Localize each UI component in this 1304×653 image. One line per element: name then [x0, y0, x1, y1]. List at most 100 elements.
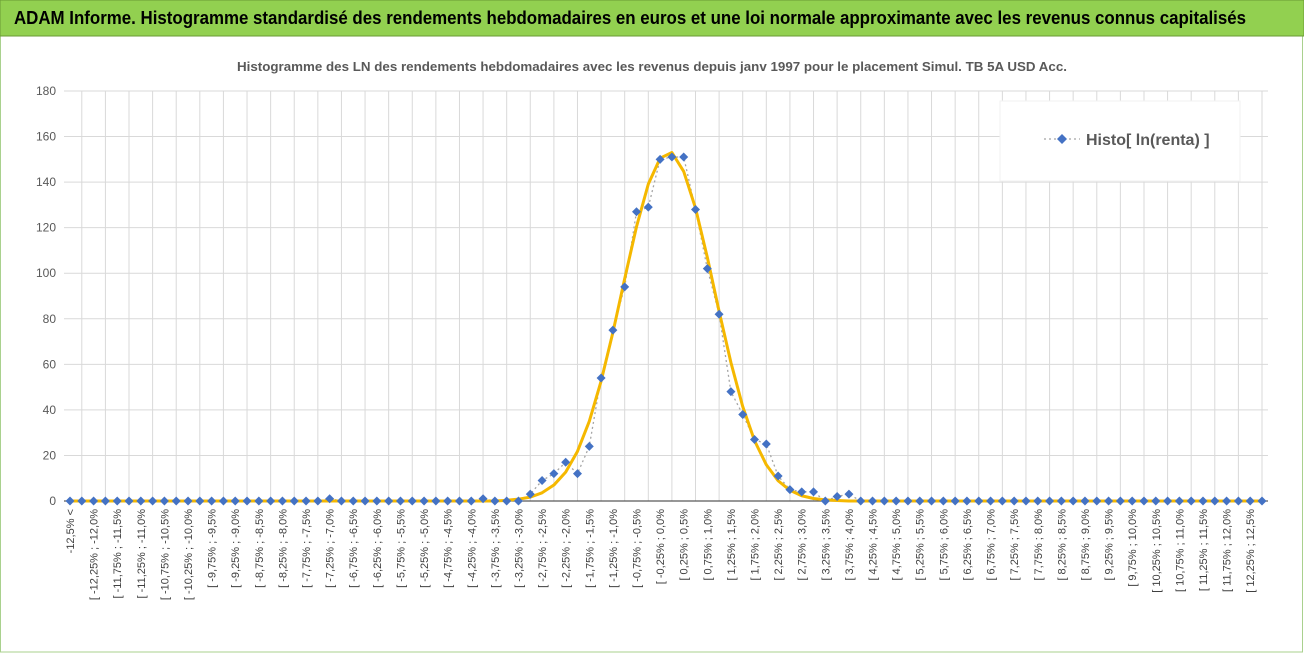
data-point — [454, 496, 464, 506]
data-point — [1009, 496, 1019, 506]
data-point — [89, 496, 99, 506]
data-point — [1045, 496, 1055, 506]
plot: Histo[ ln(renta) ] — [65, 100, 1267, 506]
data-point — [986, 496, 996, 506]
y-tick-label: 80 — [43, 312, 57, 326]
data-point — [1056, 496, 1066, 506]
x-tick-label: [ 1,25% ; 1,5% — [726, 509, 738, 581]
data-point — [1174, 496, 1184, 506]
data-point — [490, 496, 500, 506]
data-point — [525, 489, 535, 499]
x-tick-label: [ 9,75% ; 10,0% — [1127, 509, 1139, 587]
y-tick-label: 120 — [36, 221, 56, 235]
x-tick-label: [ 7,75% ; 8,0% — [1033, 509, 1045, 581]
x-tick-label: [ -4,75% ; -4,5% — [443, 509, 455, 588]
x-tick-label: [ -3,75% ; -3,5% — [490, 509, 502, 588]
x-tick-label: [ 0,25% ; 0,5% — [679, 509, 691, 581]
data-point — [502, 496, 512, 506]
data-point — [407, 496, 417, 506]
data-point — [655, 154, 665, 164]
data-point — [65, 496, 75, 506]
data-point — [207, 496, 217, 506]
x-tick-label: [ -0,25% ; 0,0% — [655, 509, 667, 584]
x-tick-label: [ 7,25% ; 7,5% — [1009, 509, 1021, 581]
data-point — [726, 387, 736, 397]
data-point — [1186, 496, 1196, 506]
x-tick-label: [ 5,25% ; 5,5% — [915, 509, 927, 581]
data-point — [643, 202, 653, 212]
x-tick-label: [ -8,75% ; -8,5% — [254, 509, 266, 588]
data-point — [124, 496, 134, 506]
data-point — [1092, 496, 1102, 506]
x-tick-label: [ -9,75% ; -9,5% — [207, 509, 219, 588]
data-point — [679, 152, 689, 162]
data-point — [266, 496, 276, 506]
x-tick-label: [ -1,25% ; -1,0% — [608, 509, 620, 588]
x-tick-label: [ 10,75% ; 11,0% — [1174, 509, 1186, 592]
x-tick-label: [ 6,25% ; 6,5% — [962, 509, 974, 581]
data-point — [549, 469, 559, 479]
x-tick-label: [ 8,75% ; 9,0% — [1080, 509, 1092, 581]
data-point — [667, 152, 677, 162]
x-tick-label: [ -6,25% ; -6,0% — [372, 509, 384, 588]
data-point — [1139, 496, 1149, 506]
data-point — [832, 491, 842, 501]
x-tick-label: [ 8,25% ; 8,5% — [1056, 509, 1068, 581]
data-point — [112, 496, 122, 506]
data-point — [1104, 496, 1114, 506]
data-point — [584, 441, 594, 451]
x-tick-label: [ -6,75% ; -6,5% — [348, 509, 360, 588]
data-point — [195, 496, 205, 506]
data-point — [879, 496, 889, 506]
data-point — [1233, 496, 1243, 506]
data-point — [136, 496, 146, 506]
legend-box — [999, 100, 1241, 182]
x-tick-label: [ -2,25% ; -2,0% — [561, 509, 573, 588]
data-point — [313, 496, 323, 506]
data-point — [938, 496, 948, 506]
data-point — [856, 496, 866, 506]
data-point — [254, 496, 264, 506]
x-tick-label: [ 10,25% ; 10,5% — [1151, 509, 1163, 593]
data-point — [395, 496, 405, 506]
data-point — [572, 469, 582, 479]
data-point — [620, 282, 630, 292]
x-tick-label: [ 1,75% ; 2,0% — [750, 509, 762, 581]
data-point — [1198, 496, 1208, 506]
data-point — [915, 496, 925, 506]
data-point — [927, 496, 937, 506]
data-point — [797, 487, 807, 497]
y-tick-label: 60 — [43, 357, 57, 371]
data-point — [773, 471, 783, 481]
data-point — [1222, 496, 1232, 506]
y-tick-label: 0 — [49, 494, 56, 508]
data-point — [348, 496, 358, 506]
data-point — [1033, 496, 1043, 506]
data-point — [431, 496, 441, 506]
x-tick-label: [ -5,75% ; -5,5% — [395, 509, 407, 588]
y-tick-label: 140 — [36, 175, 56, 189]
data-point — [631, 207, 641, 217]
x-tick-label: -12,5% < — [65, 509, 77, 553]
x-tick-label: [ -3,25% ; -3,0% — [513, 509, 525, 588]
data-point — [242, 496, 252, 506]
x-tick-label: [ 9,25% ; 9,5% — [1104, 509, 1116, 581]
data-point — [230, 496, 240, 506]
data-point — [974, 496, 984, 506]
y-tick-label: 180 — [36, 84, 56, 98]
data-point — [1021, 496, 1031, 506]
header-bar — [0, 0, 1304, 37]
x-tick-label: [ 2,25% ; 2,5% — [773, 509, 785, 581]
data-point — [1151, 496, 1161, 506]
data-point — [809, 487, 819, 497]
data-point — [301, 496, 311, 506]
header-title: ADAM Informe. Histogramme standardisé de… — [14, 8, 1246, 28]
x-tick-label: [ 12,25% ; 12,5% — [1245, 509, 1257, 593]
x-tick-label: [ 0,75% ; 1,0% — [702, 509, 714, 581]
data-point — [513, 496, 523, 506]
x-tick-label: [ -1,75% ; -1,5% — [584, 509, 596, 588]
legend-marker — [1057, 134, 1067, 144]
data-point — [372, 496, 382, 506]
y-tick-label: 40 — [43, 403, 57, 417]
